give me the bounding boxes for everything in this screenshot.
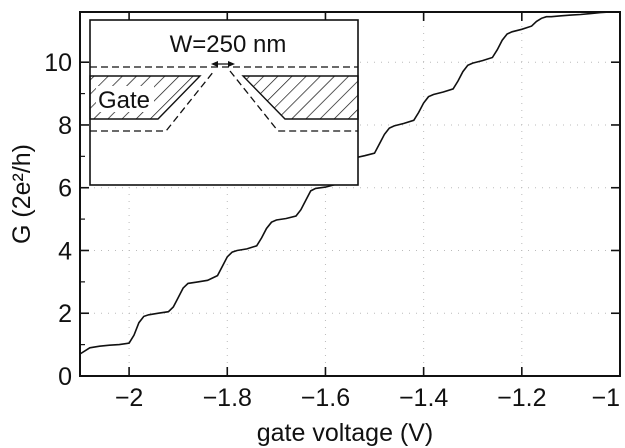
x-axis-label: gate voltage (V) [257, 419, 434, 447]
x-tick-label-2: −1.6 [301, 384, 350, 412]
y-tick-label-1: 2 [58, 300, 72, 328]
inset: W=250 nm Gate [89, 19, 359, 186]
depletion-boundary-right [229, 70, 358, 132]
x-tick-label-5: −1 [591, 384, 620, 412]
width-arrow-head-right [228, 61, 235, 67]
gate-label-bg [96, 86, 154, 112]
gate-label: Gate [98, 87, 150, 114]
y-axis-label: G (2e²/h) [8, 144, 36, 244]
y-tick-label-0: 0 [58, 363, 72, 391]
width-arrow-head-left [211, 61, 218, 67]
y-tick-label-4: 8 [58, 112, 72, 140]
width-label: W=250 nm [170, 31, 287, 58]
x-tick-label-0: −2 [115, 384, 144, 412]
y-tick-label-3: 6 [58, 175, 72, 203]
x-tick-label-1: −1.8 [203, 384, 252, 412]
y-tick-labels: 0 2 4 6 8 10 [44, 49, 72, 391]
plot-frame [79, 11, 621, 377]
y-tick-label-2: 4 [58, 237, 72, 265]
depletion-boundary-left [90, 70, 215, 132]
gate-right [241, 75, 359, 120]
y-tick-label-5: 10 [44, 49, 72, 77]
x-tick-label-3: −1.4 [399, 384, 448, 412]
x-tick-labels: −2 −1.8 −1.6 −1.4 −1.2 −1 [115, 384, 620, 412]
x-tick-label-4: −1.2 [497, 384, 546, 412]
